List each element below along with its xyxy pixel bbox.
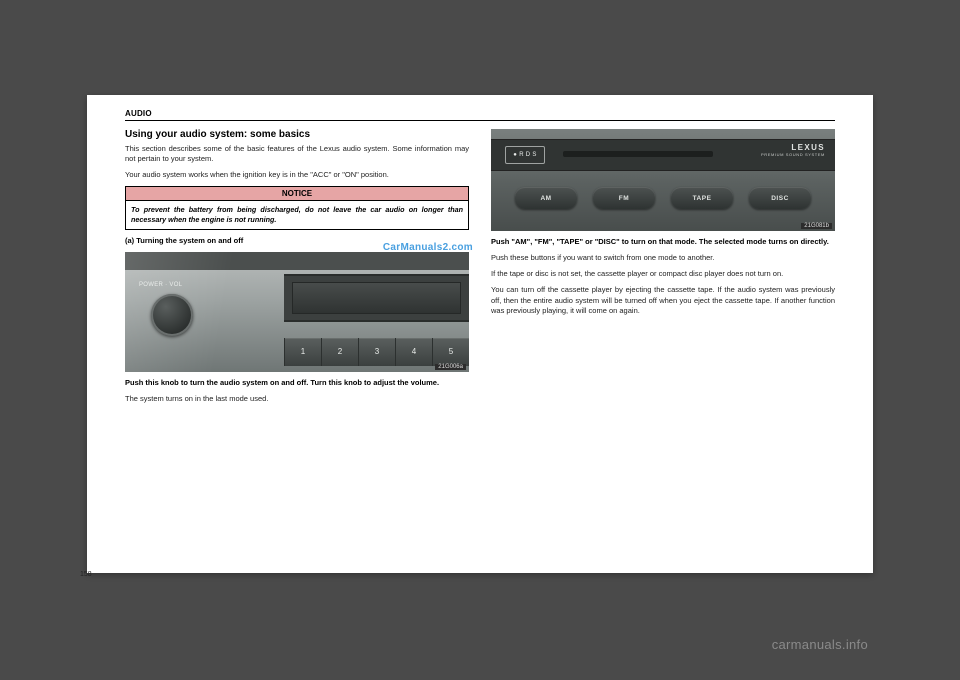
notice-body: To prevent the battery from being discha… — [126, 201, 468, 228]
fig1-display — [284, 274, 469, 322]
mode-disc: DISC — [749, 187, 811, 209]
preset-row: 1 2 3 4 5 — [284, 338, 469, 366]
figure-1: POWER · VOL 1 2 3 4 5 21G006a — [125, 252, 469, 372]
right-paragraph-2: If the tape or disc is not set, the cass… — [491, 269, 835, 279]
preset-2: 2 — [321, 338, 358, 366]
intro-paragraph-1: This section describes some of the basic… — [125, 144, 469, 164]
section-header: AUDIO — [125, 109, 835, 118]
cassette-slot — [563, 151, 713, 157]
preset-1: 1 — [284, 338, 321, 366]
logo-text: LEXUS — [791, 143, 825, 152]
mode-row: AM FM TAPE DISC — [491, 185, 835, 211]
left-paragraph-3: The system turns on in the last mode use… — [125, 394, 469, 404]
left-column: Using your audio system: some basics Thi… — [125, 123, 469, 410]
header-rule — [125, 120, 835, 121]
mode-tape: TAPE — [671, 187, 733, 209]
mode-fm: FM — [593, 187, 655, 209]
notice-box: NOTICE To prevent the battery from being… — [125, 186, 469, 229]
preset-5: 5 — [432, 338, 469, 366]
figure-1-wrapper: CarManuals2.com POWER · VOL 1 2 3 4 5 — [125, 252, 469, 372]
lexus-logo: LEXUS PREMIUM SOUND SYSTEM — [761, 143, 825, 157]
figure-2: ● R D S LEXUS PREMIUM SOUND SYSTEM AM FM… — [491, 129, 835, 231]
footer-watermark: carmanuals.info — [772, 637, 868, 652]
preset-4: 4 — [395, 338, 432, 366]
columns: Using your audio system: some basics Thi… — [125, 123, 835, 410]
right-column: ● R D S LEXUS PREMIUM SOUND SYSTEM AM FM… — [491, 123, 835, 410]
rds-badge: ● R D S — [505, 146, 545, 164]
fig1-ref: 21G006a — [435, 364, 466, 370]
right-paragraph-1: Push these buttons if you want to switch… — [491, 253, 835, 263]
mode-am: AM — [515, 187, 577, 209]
figure-1-caption: Push this knob to turn the audio system … — [125, 378, 469, 388]
fig2-ref: 21G081b — [801, 223, 832, 229]
page-inner: AUDIO Using your audio system: some basi… — [125, 109, 835, 559]
intro-paragraph-2: Your audio system works when the ignitio… — [125, 170, 469, 180]
main-heading: Using your audio system: some basics — [125, 129, 469, 140]
logo-sub: PREMIUM SOUND SYSTEM — [761, 152, 825, 157]
page-number: 158 — [80, 571, 92, 578]
figure-2-wrapper: ● R D S LEXUS PREMIUM SOUND SYSTEM AM FM… — [491, 129, 835, 231]
preset-3: 3 — [358, 338, 395, 366]
power-vol-knob — [151, 294, 193, 336]
manual-page: AUDIO Using your audio system: some basi… — [87, 95, 873, 573]
right-paragraph-3: You can turn off the cassette player by … — [491, 285, 835, 315]
notice-title: NOTICE — [126, 187, 468, 201]
power-vol-label: POWER · VOL — [139, 282, 182, 288]
figure-2-caption: Push "AM", "FM", "TAPE" or "DISC" to tur… — [491, 237, 835, 247]
